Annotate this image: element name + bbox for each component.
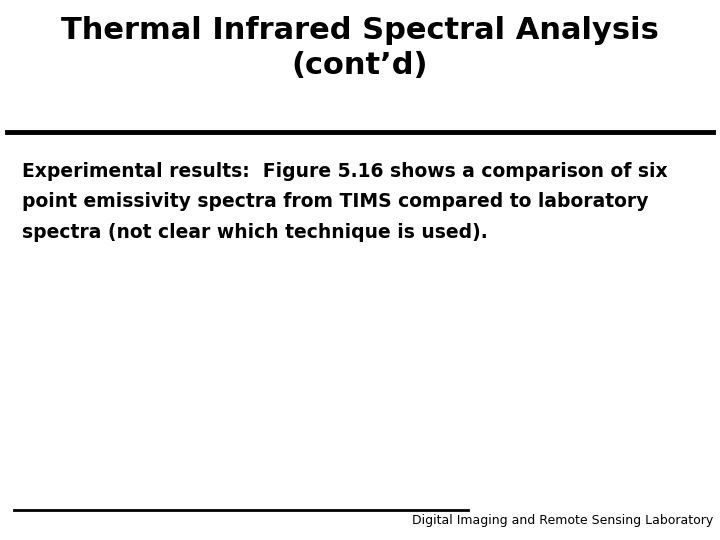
Text: Experimental results:  Figure 5.16 shows a comparison of six
point emissivity sp: Experimental results: Figure 5.16 shows … (22, 162, 667, 241)
Text: Digital Imaging and Remote Sensing Laboratory: Digital Imaging and Remote Sensing Labor… (412, 514, 713, 527)
Text: Thermal Infrared Spectral Analysis
(cont’d): Thermal Infrared Spectral Analysis (cont… (61, 16, 659, 80)
